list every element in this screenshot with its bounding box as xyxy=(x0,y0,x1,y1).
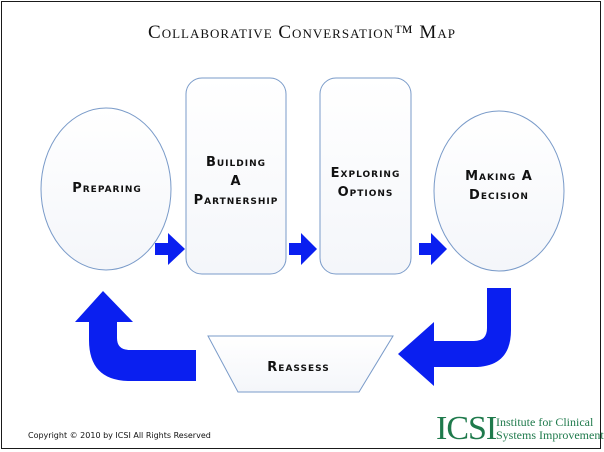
label-building-line-3: Partnership xyxy=(193,193,279,208)
label-reassess: Reassess xyxy=(238,358,359,377)
label-making-decision: Making A Decision xyxy=(444,167,554,205)
node-making-decision xyxy=(433,110,565,272)
label-building-partnership: Building A Partnership xyxy=(186,153,286,210)
arrow-reassess-to-preparing xyxy=(75,291,196,381)
copyright-text: Copyright © 2010 by ICSI All Rights Rese… xyxy=(28,431,211,440)
node-building-partnership xyxy=(185,77,287,275)
node-exploring-options xyxy=(319,77,412,275)
label-exploring-line-2: Options xyxy=(337,185,394,200)
label-building-line-1: Building xyxy=(205,155,267,170)
label-building-line-2: A xyxy=(230,174,242,189)
arrow-building-to-exploring xyxy=(289,233,317,265)
icsi-logo-mark: ICSI xyxy=(436,410,497,447)
icsi-logo-line-2: Systems Improvement xyxy=(496,428,604,442)
diagram-title: Collaborative Conversation™ Map xyxy=(148,22,456,43)
icsi-logo-line-1: Institute for Clinical xyxy=(496,415,594,429)
node-reassess xyxy=(207,335,394,393)
label-preparing-line-1: Preparing xyxy=(72,181,142,196)
arrow-exploring-to-deciding xyxy=(419,233,447,265)
label-deciding-line-1: Making A xyxy=(465,169,533,184)
label-exploring-line-1: Exploring xyxy=(330,166,401,181)
icsi-logo-text: Institute for Clinical Systems Improveme… xyxy=(496,416,604,442)
label-deciding-line-2: Decision xyxy=(469,188,529,203)
arrow-preparing-to-building xyxy=(155,233,185,265)
node-preparing xyxy=(40,107,172,271)
label-reassess-line-1: Reassess xyxy=(267,360,330,375)
label-exploring-options: Exploring Options xyxy=(320,164,411,202)
label-preparing: Preparing xyxy=(54,179,160,198)
arrow-deciding-to-reassess xyxy=(398,288,511,386)
